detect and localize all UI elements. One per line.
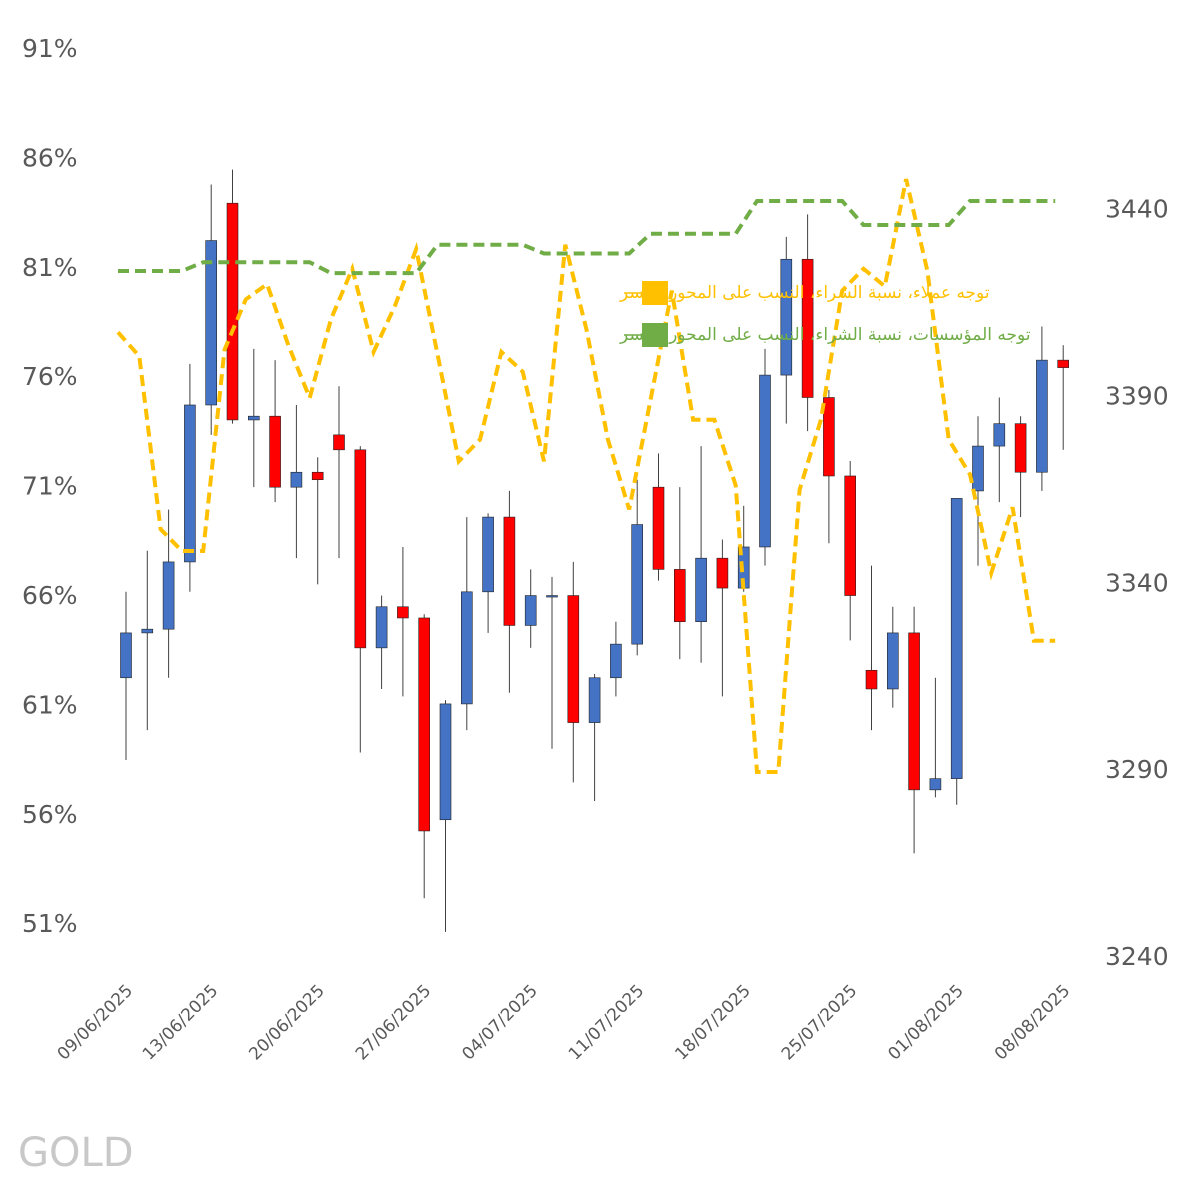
candle-body [397,606,409,619]
line-series [116,178,1056,775]
candle-body [311,471,324,481]
candle-body [929,778,942,791]
y-tick-label: 56% [22,800,78,829]
x-tick-label: 08/08/2025 [991,981,1074,1064]
candle-body [269,415,281,488]
candle-body [1014,423,1027,473]
candle-body [588,677,601,723]
y-tick-label: 81% [22,253,78,282]
y2-tick-label: 3290 [1105,755,1169,784]
candle-body [546,595,558,598]
y-tick-label: 66% [22,581,78,610]
candle-body [290,471,303,488]
candle-body [631,524,644,645]
legend-label: توجه المؤسسات، نسبة الشراء، النسب على ال… [619,324,1031,345]
candle-body [823,397,835,477]
candle-body [162,561,175,630]
candle-body [972,445,984,492]
candle-body [993,423,1006,447]
y-tick-label: 61% [22,690,78,719]
candle-body [184,404,196,563]
y-tick-label: 51% [22,909,78,938]
y2-tick-label: 3390 [1105,382,1169,411]
candle-body [503,516,516,626]
candle-body [524,595,537,626]
y-tick-label: 86% [22,143,78,172]
legend-swatch [642,323,668,347]
candle-body [886,632,899,690]
candle-body [759,374,771,548]
candle-body [375,606,388,649]
x-tick-label: 27/06/2025 [352,981,435,1064]
candle-body [141,628,154,634]
y2-tick-label: 3240 [1105,942,1169,971]
candle-body [439,703,452,821]
candle-body [333,434,345,451]
legend-swatch [642,281,668,305]
candle-body [1057,359,1069,368]
candle-body [865,669,878,690]
x-tick-label: 01/08/2025 [884,981,967,1064]
x-tick-label: 09/06/2025 [54,981,137,1064]
candle-body [226,202,239,421]
x-tick-label: 25/07/2025 [778,981,861,1064]
candle-body [482,516,494,593]
candle-body [950,498,963,779]
candle-body [673,569,686,623]
y2-tick-label: 3340 [1105,568,1169,597]
y-tick-label: 91% [22,34,78,63]
candle-body [460,591,473,705]
line-series [118,198,1056,276]
x-tick-label: 04/07/2025 [458,981,541,1064]
candle-body [567,595,580,723]
x-tick-label: 20/06/2025 [245,981,328,1064]
candle-body [1036,359,1048,473]
y-tick-label: 76% [22,362,78,391]
candle-body [908,632,920,791]
x-tick-label: 11/07/2025 [565,981,648,1064]
candle-body [801,258,814,398]
x-tick-label: 18/07/2025 [671,981,754,1064]
y-tick-label: 71% [22,472,78,501]
candle-body [652,486,665,570]
candle-body [418,617,431,832]
watermark: GOLD [18,1130,134,1176]
y2-tick-label: 3440 [1105,195,1169,224]
candle-body [354,449,367,649]
candle-body [205,240,217,406]
x-tick-label: 13/06/2025 [139,981,222,1064]
legend-label: توجه عملاء، نسبة الشراء، النسب على المحو… [619,282,990,303]
candle-body [120,632,132,679]
candle-body [248,415,260,421]
candle-body [780,258,793,376]
candle-body [695,557,707,623]
candle-body [716,557,729,589]
candle-body [844,475,857,596]
candle-body [610,643,622,679]
